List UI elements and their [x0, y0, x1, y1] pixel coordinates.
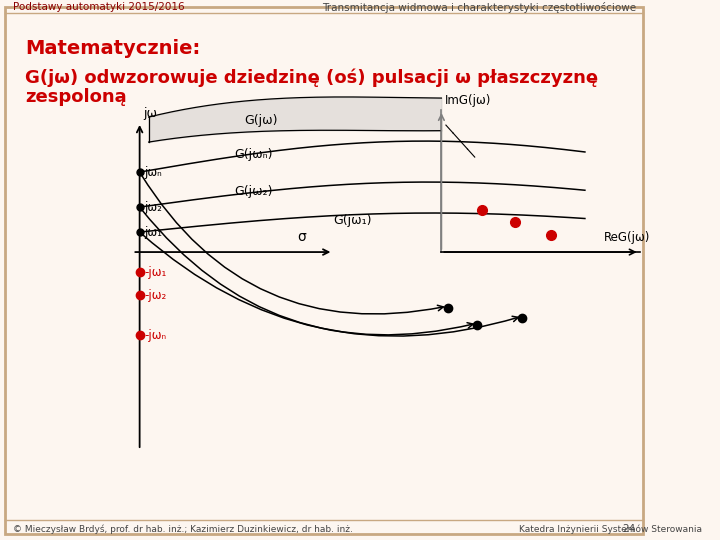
- Text: 24: 24: [623, 524, 636, 534]
- Text: σ: σ: [297, 230, 306, 244]
- Text: ImG(jω): ImG(jω): [445, 94, 491, 107]
- Text: G(jω₁): G(jω₁): [333, 213, 372, 227]
- Text: G(jω): G(jω): [245, 113, 278, 126]
- Text: -jω₂: -jω₂: [144, 288, 166, 301]
- Text: Matematycznie:: Matematycznie:: [25, 38, 200, 58]
- Text: zespoloną: zespoloną: [25, 88, 127, 106]
- Text: -jω₁: -jω₁: [144, 266, 166, 279]
- FancyBboxPatch shape: [6, 7, 643, 534]
- Text: G(jωₙ): G(jωₙ): [234, 147, 273, 160]
- Text: Podstawy automatyki 2015/2016: Podstawy automatyki 2015/2016: [13, 2, 184, 12]
- Text: jωₙ: jωₙ: [144, 166, 162, 179]
- Text: Katedra Inżynierii Systemów Sterowania: Katedra Inżynierii Systemów Sterowania: [519, 524, 702, 534]
- Text: -jωₙ: -jωₙ: [144, 328, 166, 341]
- Text: © Mieczysław Brdyś, prof. dr hab. inż.; Kazimierz Duzinkiewicz, dr hab. inż.: © Mieczysław Brdyś, prof. dr hab. inż.; …: [13, 524, 353, 534]
- Text: jω: jω: [143, 107, 157, 120]
- Text: jω₁: jω₁: [144, 226, 162, 239]
- Text: jω₂: jω₂: [144, 200, 162, 213]
- Text: G(jω₂): G(jω₂): [234, 185, 273, 198]
- Text: Transmitancja widmowa i charakterystyki częstotliwościowe: Transmitancja widmowa i charakterystyki …: [322, 2, 636, 12]
- Text: G(jω) odwzorowuje dziedzinę (oś) pulsacji ω płaszczyznę: G(jω) odwzorowuje dziedzinę (oś) pulsacj…: [25, 69, 598, 87]
- Text: ReG(jω): ReG(jω): [603, 231, 650, 244]
